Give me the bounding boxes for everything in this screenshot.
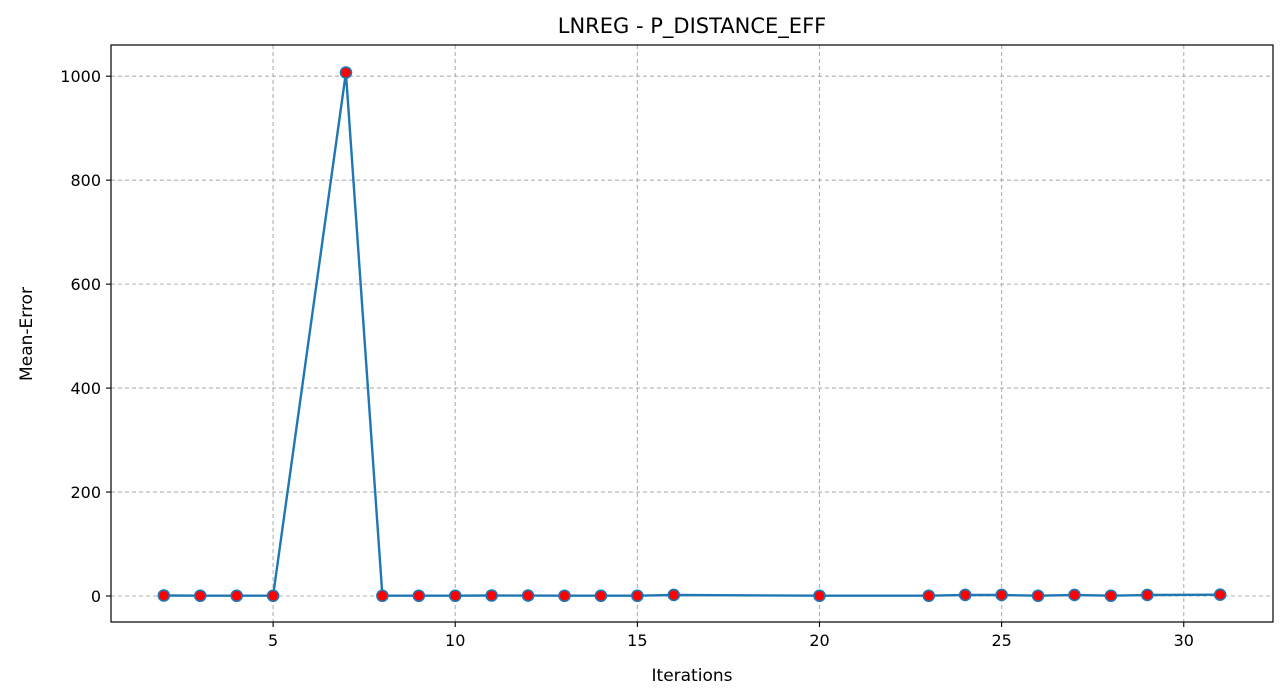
data-point — [230, 589, 243, 603]
x-tick-label: 20 — [809, 631, 829, 650]
data-point — [558, 589, 571, 603]
y-tick-label: 0 — [91, 587, 101, 606]
y-tick-label: 400 — [70, 379, 101, 398]
data-point — [1031, 589, 1045, 603]
y-tick-label: 600 — [70, 275, 101, 294]
y-tick-label: 1000 — [60, 67, 101, 86]
chart-title: LNREG - P_DISTANCE_EFF — [558, 14, 826, 39]
data-point — [1141, 588, 1154, 602]
data-point — [266, 589, 280, 603]
data-point — [667, 588, 681, 602]
data-point — [448, 589, 462, 603]
y-tick-label: 800 — [70, 171, 101, 190]
axis-ticks: 5 10 15 20 25 30 0 200 400 600 800 1000 — [60, 67, 1194, 650]
x-tick-label: 5 — [268, 631, 278, 650]
data-point — [631, 589, 644, 603]
data-point — [339, 66, 353, 79]
data-point — [1213, 588, 1227, 602]
data-point — [412, 589, 426, 603]
x-tick-label: 15 — [627, 631, 647, 650]
data-point — [594, 589, 608, 603]
data-point — [922, 589, 936, 603]
data-point — [521, 589, 535, 602]
y-axis-label: Mean-Error — [17, 287, 37, 381]
data-point — [813, 589, 826, 603]
y-tick-label: 200 — [70, 483, 101, 502]
plot-frame — [110, 44, 1274, 623]
x-axis-label: Iterations — [652, 666, 733, 686]
x-tick-label: 30 — [1174, 631, 1194, 650]
data-point — [157, 589, 171, 602]
data-point — [376, 589, 389, 603]
data-point — [958, 588, 972, 602]
x-tick-label: 10 — [445, 631, 465, 650]
x-tick-label: 25 — [991, 631, 1011, 650]
data-point — [995, 588, 1008, 602]
data-point — [485, 589, 498, 602]
data-point — [193, 589, 207, 603]
series-group — [157, 66, 1227, 603]
data-point — [1104, 589, 1118, 603]
data-point — [1068, 588, 1081, 602]
